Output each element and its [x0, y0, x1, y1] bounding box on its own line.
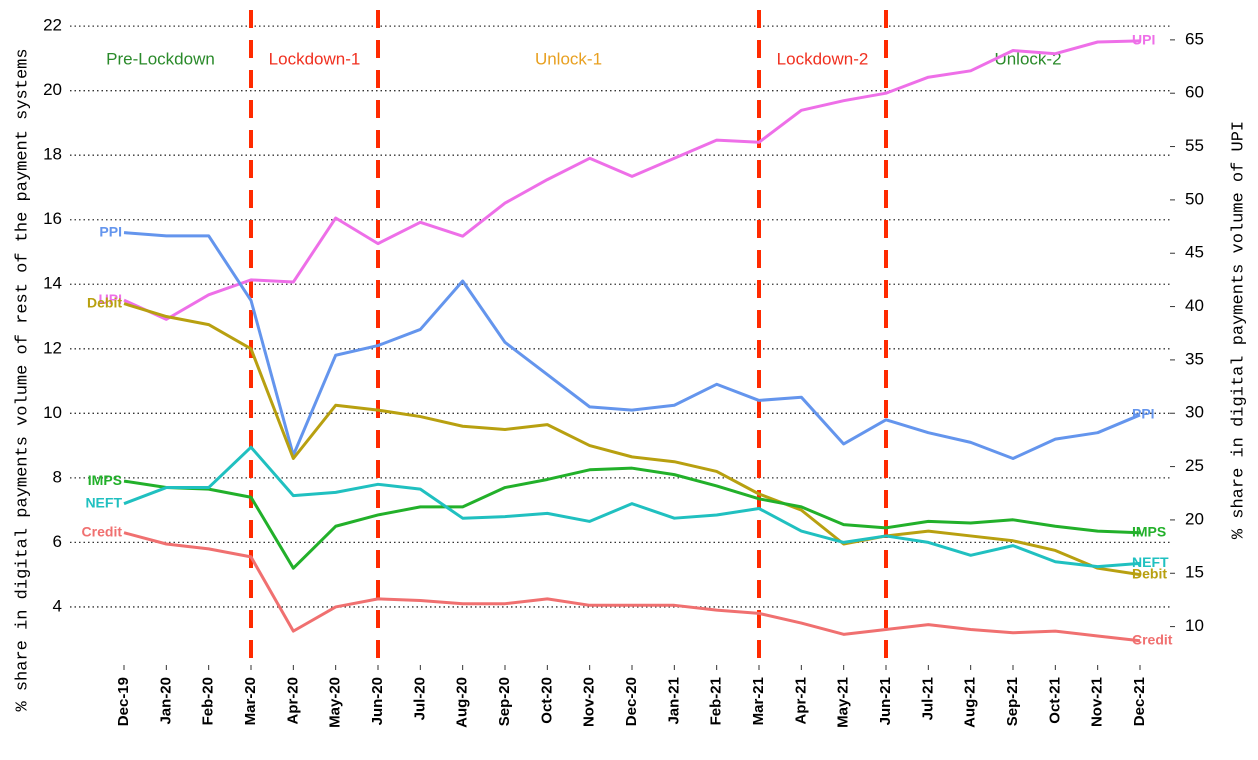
x-tick-label: Aug-21 [962, 677, 979, 728]
phase-label: Lockdown-2 [777, 49, 869, 68]
x-tick-label: Jul-20 [411, 677, 428, 720]
x-tick-label: Apr-21 [792, 677, 809, 725]
series-label: PPI [99, 223, 122, 239]
x-tick-label: Jun-20 [369, 677, 386, 725]
y-tick-label: 22 [43, 16, 62, 35]
series-label: PPI [1132, 406, 1155, 422]
x-tick-label: Nov-20 [581, 677, 598, 727]
y2-tick-label: 65 [1185, 29, 1204, 48]
x-tick-label: Dec-20 [623, 677, 640, 726]
series-label: NEFT [85, 494, 122, 510]
series-label: UPI [99, 291, 122, 307]
y2-tick-label: 10 [1185, 616, 1204, 635]
y2-tick-label: 30 [1185, 403, 1204, 422]
series-line [123, 445, 1141, 569]
phase-label: Lockdown-1 [269, 49, 361, 68]
phase-label: Unlock-1 [535, 49, 602, 68]
x-tick-label: Oct-20 [538, 677, 555, 724]
y2-tick-label: 60 [1185, 83, 1204, 102]
series-line [123, 231, 1141, 460]
x-tick-label: Jan-21 [665, 677, 682, 725]
series-label: UPI [1132, 32, 1155, 48]
series-line [123, 302, 1141, 577]
y-axis-title: % share in digital payments volume of re… [13, 48, 32, 711]
x-tick-label: Feb-20 [200, 677, 217, 725]
x-tick-label: Aug-20 [454, 677, 471, 728]
y-tick-label: 4 [53, 596, 62, 615]
x-tick-label: Dec-19 [115, 677, 132, 726]
y2-tick-label: 50 [1185, 189, 1204, 208]
x-tick-label: Feb-21 [708, 677, 725, 725]
x-tick-label: Jul-21 [919, 677, 936, 720]
y-tick-label: 8 [53, 467, 62, 486]
x-tick-label: May-20 [327, 677, 344, 728]
x-tick-label: Sep-21 [1004, 677, 1021, 726]
series-line [123, 39, 1141, 321]
y2-axis-title: % share in digital payments volume of UP… [1229, 121, 1248, 539]
y-tick-label: 12 [43, 338, 62, 357]
series-label: Debit [87, 294, 122, 310]
x-tick-label: Sep-20 [496, 677, 513, 726]
series-label: Credit [1132, 632, 1173, 648]
x-tick-label: Jan-20 [157, 677, 174, 725]
y2-tick-label: 35 [1185, 349, 1204, 368]
y-tick-label: 10 [43, 403, 62, 422]
y-tick-label: 18 [43, 145, 62, 164]
y2-tick-label: 45 [1185, 243, 1204, 262]
phase-label: Pre-Lockdown [106, 49, 215, 68]
series-label: IMPS [1132, 523, 1166, 539]
y2-tick-label: 20 [1185, 509, 1204, 528]
x-tick-label: Dec-21 [1131, 677, 1148, 726]
x-tick-label: Apr-20 [284, 677, 301, 725]
series-label: Credit [82, 523, 123, 539]
x-tick-label: May-21 [835, 677, 852, 728]
y2-tick-label: 15 [1185, 563, 1204, 582]
series-label: Debit [1132, 565, 1167, 581]
y2-tick-label: 40 [1185, 296, 1204, 315]
y-tick-label: 14 [43, 274, 62, 293]
x-tick-label: Mar-20 [242, 677, 259, 725]
x-tick-label: Oct-21 [1046, 677, 1063, 724]
y2-tick-label: 25 [1185, 456, 1204, 475]
y2-tick-label: 55 [1185, 136, 1204, 155]
x-tick-label: Jun-21 [877, 677, 894, 725]
y-tick-label: 20 [43, 80, 62, 99]
y-tick-label: 16 [43, 209, 62, 228]
series-line [123, 531, 1141, 643]
x-tick-label: Mar-21 [750, 677, 767, 725]
series-label: NEFT [1132, 554, 1169, 570]
series-label: IMPS [88, 472, 122, 488]
series-line [123, 466, 1141, 570]
y-tick-label: 6 [53, 532, 62, 551]
x-tick-label: Nov-21 [1089, 677, 1106, 727]
